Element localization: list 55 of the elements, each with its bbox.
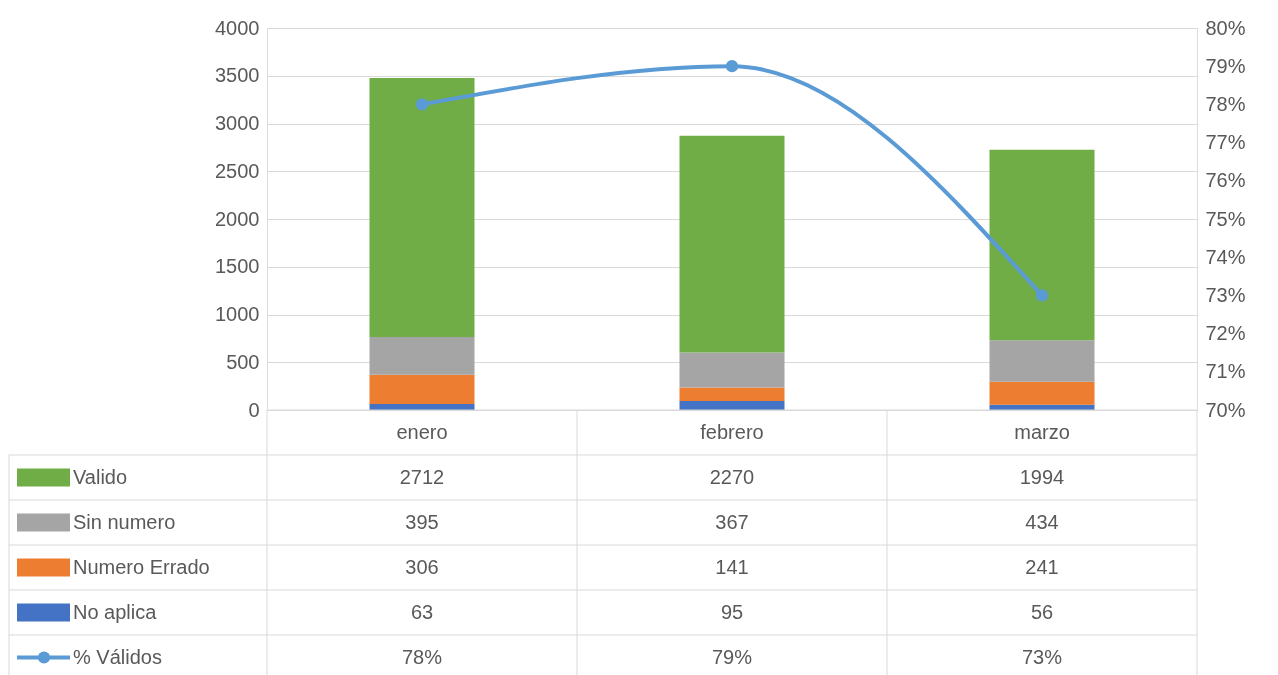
y-tick-label: 3000: [215, 112, 260, 134]
y-tick-label: 3500: [215, 64, 260, 87]
bar: [989, 381, 1095, 405]
bar: [369, 78, 475, 338]
data-label: 63: [410, 600, 434, 623]
y2-tick-label: 79%: [1205, 54, 1246, 77]
data-label: 306: [405, 555, 439, 578]
y2-tick-label: 75%: [1205, 207, 1246, 230]
x-tick-label: enero: [396, 420, 448, 443]
y-tick-label: 0: [248, 398, 260, 421]
bar: [369, 337, 475, 375]
y2-tick-label: 70%: [1205, 398, 1246, 421]
y2-tick-label: 77%: [1205, 131, 1246, 154]
legend-label: Sin numero: [73, 510, 176, 533]
data-label: 56: [1030, 600, 1054, 623]
data-label: 141: [715, 555, 749, 578]
y-tick-label: 1500: [215, 255, 260, 278]
x-tick-label: marzo: [1014, 420, 1070, 443]
bar: [679, 352, 785, 388]
data-label: 434: [1025, 510, 1059, 533]
y2-tick-label: 78%: [1205, 92, 1246, 115]
legend-label: % Válidos: [73, 645, 162, 668]
y-tick-label: 4000: [215, 16, 260, 39]
data-label: 78%: [401, 645, 443, 668]
legend-label: No aplica: [73, 600, 158, 623]
point: [1035, 289, 1049, 302]
y2-tick-label: 71%: [1205, 360, 1246, 383]
data-label: 367: [715, 510, 749, 533]
data-label: 73%: [1021, 645, 1063, 668]
bar: [989, 149, 1095, 341]
data-label: 2712: [399, 465, 445, 488]
legend-label: Numero Errado: [73, 555, 210, 578]
bar: [679, 135, 785, 353]
data-label: 1994: [1019, 465, 1065, 488]
y-tick-label: 2500: [215, 159, 260, 182]
y-tick-label: 2000: [215, 207, 260, 230]
legend-label: Valido: [73, 465, 128, 488]
point: [415, 98, 429, 111]
data-label: 95: [720, 600, 744, 623]
y2-tick-label: 72%: [1205, 322, 1246, 345]
data-label: 241: [1025, 555, 1059, 578]
bar: [369, 374, 475, 404]
y-tick-label: 1000: [215, 303, 260, 325]
y2-tick-label: 74%: [1205, 245, 1246, 268]
y2-tick-label: 76%: [1205, 169, 1246, 192]
data-label: 395: [405, 510, 439, 533]
x-tick-label: febrero: [700, 420, 764, 443]
data-label: 79%: [711, 645, 753, 668]
data-label: 2270: [709, 465, 755, 488]
y2-tick-label: 80%: [1205, 16, 1246, 39]
y-tick-label: 500: [226, 350, 260, 373]
bar: [989, 340, 1095, 382]
y2-tick-label: 73%: [1205, 283, 1246, 306]
point: [725, 60, 739, 73]
bar: [679, 387, 785, 401]
